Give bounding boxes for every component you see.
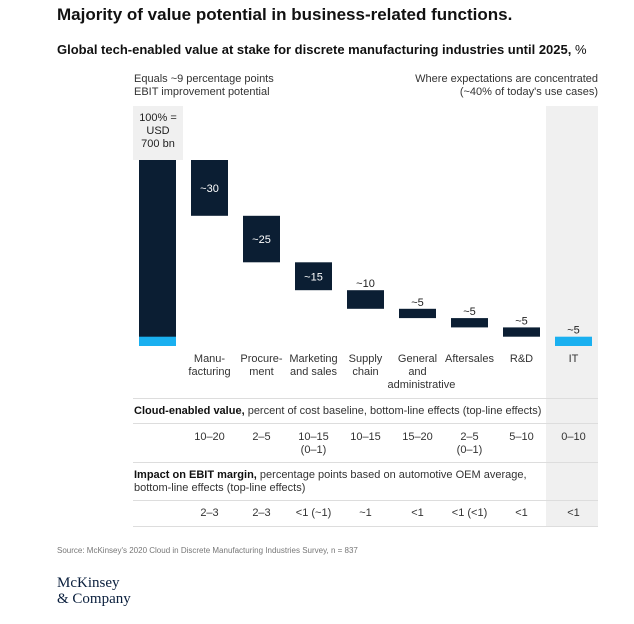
ebit-value: <1	[567, 507, 580, 519]
right-note-line: (~40% of today's use cases)	[459, 86, 598, 98]
logo-line: McKinsey	[57, 575, 120, 591]
category-label: Supply chain	[348, 353, 383, 378]
cloud-value: 15–20	[402, 431, 433, 443]
cloud-value: 5–10	[509, 431, 534, 443]
ebit-value: ~1	[359, 507, 372, 519]
ebit-value: 2–3	[252, 507, 271, 519]
divider	[133, 500, 598, 501]
bar-5	[451, 318, 488, 328]
total-bar-accent	[139, 336, 176, 346]
bar-value-label: ~5	[411, 297, 424, 309]
ebit-value: <1 (~1)	[295, 507, 332, 519]
subtitle-text: Global tech-enabled value at stake for d…	[57, 42, 572, 57]
waterfall-chart: ~30 ~25 ~15 ~10 ~5 ~5 ~5 ~5	[139, 160, 592, 346]
bar-value-label: ~15	[304, 271, 323, 283]
right-note-line: Where expectations are concentrated	[415, 73, 598, 85]
cloud-value: 2–5	[252, 431, 271, 443]
ebit-value: <1	[515, 507, 528, 519]
bar-7	[555, 336, 592, 346]
bar-6	[503, 327, 540, 337]
category-label: IT	[568, 353, 579, 365]
page-title: Majority of value potential in business-…	[57, 5, 513, 24]
source-note: Source: McKinsey's 2020 Cloud in Discret…	[57, 546, 358, 555]
it-highlight-column	[546, 106, 598, 527]
ebit-value: <1	[411, 507, 424, 519]
ebit-heading-text2: bottom-line effects (top-line effects)	[134, 482, 306, 494]
total-label-line: USD	[146, 125, 170, 137]
ebit-value: 2–3	[200, 507, 219, 519]
total-label-line: 100% =	[139, 112, 177, 124]
cloud-value: 10–15	[350, 431, 381, 443]
bar-0	[191, 160, 228, 216]
cloud-heading-bold: Cloud-enabled value,	[134, 405, 245, 417]
category-label: Procure-ment	[240, 353, 283, 378]
cloud-value: 2–5 (0–1)	[456, 431, 483, 456]
bar-3	[347, 290, 384, 309]
divider	[133, 462, 598, 463]
chart-subtitle: Global tech-enabled value at stake for d…	[57, 42, 587, 57]
total-bar	[139, 160, 176, 346]
total-label: 100% = USD 700 bn	[133, 112, 183, 151]
ebit-heading-text: percentage points based on automotive OE…	[256, 469, 527, 481]
cloud-value: 10–15 (0–1)	[298, 431, 329, 456]
bar-1	[243, 215, 280, 263]
cloud-heading: Cloud-enabled value, percent of cost bas…	[134, 405, 541, 418]
divider	[133, 526, 598, 527]
category-label: R&D	[509, 353, 534, 365]
bar-value-label: ~5	[463, 306, 476, 318]
bar-value-label: ~5	[567, 325, 580, 337]
cloud-value: 10–20	[194, 431, 225, 443]
cloud-heading-text: percent of cost baseline, bottom-line ef…	[244, 405, 542, 417]
subtitle-unit: %	[571, 42, 587, 57]
right-note: Where expectations are concentrated (~40…	[415, 73, 598, 99]
bar-value-label: ~5	[515, 315, 528, 327]
logo-line: & Company	[57, 591, 131, 607]
bar-value-label: ~10	[356, 278, 375, 290]
total-label-line: 700 bn	[141, 138, 175, 150]
ebit-value: <1 (<1)	[451, 507, 488, 519]
total-label-background	[133, 106, 183, 160]
bar-4	[399, 308, 436, 319]
mckinsey-logo: McKinsey & Company	[57, 575, 131, 607]
left-note-line: Equals ~9 percentage points	[134, 73, 274, 85]
category-label: Manu-facturing	[188, 353, 231, 378]
category-label: General and administrative	[387, 353, 456, 391]
category-label: Marketing and sales	[289, 353, 338, 378]
ebit-heading-bold: Impact on EBIT margin,	[134, 469, 257, 481]
bar-2	[295, 262, 332, 291]
cloud-value: 0–10	[561, 431, 586, 443]
bar-value-label: ~30	[200, 183, 219, 195]
bar-value-label: ~25	[252, 234, 271, 246]
left-note: Equals ~9 percentage points EBIT improve…	[134, 73, 274, 99]
divider	[133, 398, 598, 399]
left-note-line: EBIT improvement potential	[134, 86, 270, 98]
divider	[133, 423, 598, 424]
category-label: Aftersales	[445, 353, 494, 365]
ebit-heading: Impact on EBIT margin, percentage points…	[134, 469, 527, 495]
